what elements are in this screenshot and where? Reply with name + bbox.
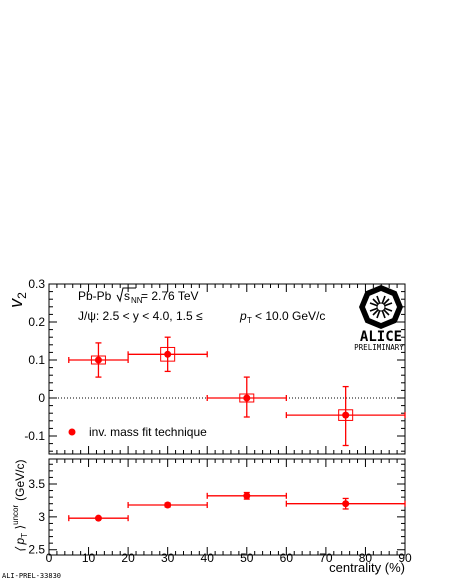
top-data-point xyxy=(94,356,102,364)
annotation-kinematics: J/ψ: 2.5 < y < 4.0, 1.5 ≤ p T < 10.0 GeV… xyxy=(78,309,325,325)
y-axis-label-v2: v2 xyxy=(6,292,29,308)
sqrt-symbol xyxy=(116,287,136,303)
annotation-energy: = 2.76 TeV xyxy=(141,289,199,303)
top-y-tick-label: 0.2 xyxy=(28,315,45,329)
footer-code: ALI-PREL-33830 xyxy=(2,572,61,580)
legend-marker xyxy=(68,428,76,436)
bottom-data-point xyxy=(243,492,251,500)
x-tick-label: 70 xyxy=(319,551,333,565)
bottom-axis-ticks xyxy=(48,459,406,555)
ylabel-superscript: uncor xyxy=(11,505,20,525)
annotation-pt-symbol: p xyxy=(239,309,247,323)
bottom-y-tick-label: 3 xyxy=(38,510,45,524)
top-plot-frame xyxy=(48,283,406,455)
x-tick-label: 80 xyxy=(359,551,373,565)
x-tick-label: 10 xyxy=(82,551,96,565)
sqrt-s-symbol: s xyxy=(124,289,130,303)
top-y-tick-label: -0.1 xyxy=(24,429,45,443)
x-tick-label: 30 xyxy=(161,551,175,565)
annotation-pt-subscript: T xyxy=(247,316,252,325)
top-data-point xyxy=(342,411,350,419)
bottom-y-tick-labels: 2.5 3 3.5 xyxy=(28,477,45,557)
bottom-plot-frame xyxy=(48,458,406,556)
x-tick-label: 90 xyxy=(398,551,412,565)
top-data-point xyxy=(164,350,172,358)
top-axis-ticks xyxy=(48,283,406,454)
sqrt-s-subscript: NN xyxy=(131,296,143,305)
top-y-tick-labels: -0.1 0 0.1 0.2 0.3 xyxy=(24,277,45,443)
x-tick-label: 40 xyxy=(201,551,215,565)
annotation-system: Pb-Pb xyxy=(78,289,112,303)
ylabel-unit: (GeV/c) xyxy=(13,460,27,501)
annotation-kinematics-text: J/ψ: 2.5 < y < 4.0, 1.5 ≤ xyxy=(78,309,203,323)
x-tick-labels: 0 10 20 30 40 50 60 70 80 90 xyxy=(46,551,412,565)
bottom-data-marks xyxy=(68,491,406,522)
alice-logo-icon xyxy=(359,285,403,329)
x-tick-label: 50 xyxy=(240,551,254,565)
x-axis-label: centrality (%) xyxy=(329,560,405,575)
top-y-tick-label: 0.1 xyxy=(28,353,45,367)
legend: inv. mass fit technique xyxy=(68,425,207,439)
x-tick-label: 20 xyxy=(121,551,135,565)
ylabel-bracket: ⟨ p xyxy=(13,537,27,552)
svg-text:⟨ pT ⟩uncor(GeV/c): ⟨ pT ⟩uncor(GeV/c) xyxy=(11,460,29,553)
top-data-point xyxy=(243,394,251,402)
alice-logo-text: ALICE xyxy=(360,329,402,345)
top-data-marks xyxy=(68,336,406,447)
legend-label: inv. mass fit technique xyxy=(89,425,207,439)
bottom-y-tick-label: 2.5 xyxy=(28,543,45,557)
x-tick-label: 0 xyxy=(46,551,53,565)
top-y-tick-label: 0.3 xyxy=(28,277,45,291)
bottom-y-tick-label: 3.5 xyxy=(28,477,45,491)
alice-logo-subtitle: PRELIMINARY xyxy=(354,343,404,352)
y-axis-label-mean-pt: ⟨ pT ⟩uncor(GeV/c) xyxy=(11,460,29,553)
bottom-data-point xyxy=(342,500,350,508)
annotation-system-energy: Pb-Pb s NN = 2.76 TeV xyxy=(78,287,199,305)
ylabel-subscript: T xyxy=(20,533,29,538)
v2-panel: -0.100.10.20.3 v2 Pb-Pb s NN = 2.76 TeV … xyxy=(6,277,406,455)
mean-pt-panel: 2.533.5 0 10 20 30 40 50 60 70 80 90 ⟨ pT ⟩uncor(… xyxy=(11,458,412,575)
top-y-tick-label: 0 xyxy=(38,391,45,405)
bottom-data-point xyxy=(164,501,172,509)
alice-logo: ALICE PRELIMINARY xyxy=(354,285,404,352)
annotation-pt-range: < 10.0 GeV/c xyxy=(255,309,325,323)
bottom-data-point xyxy=(94,514,102,522)
x-tick-label: 60 xyxy=(280,551,294,565)
